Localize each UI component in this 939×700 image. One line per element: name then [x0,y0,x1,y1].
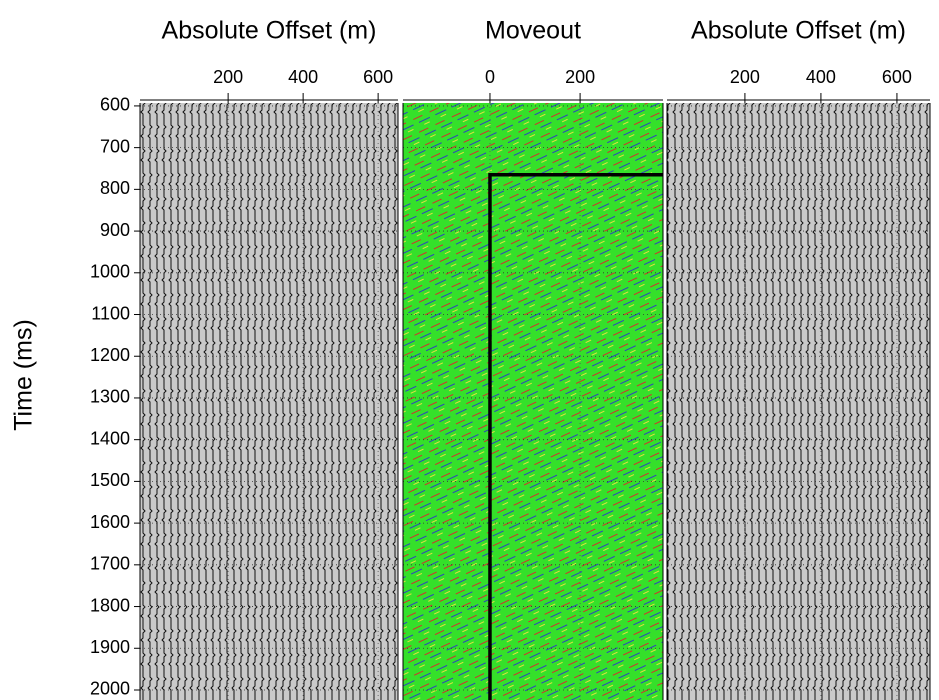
y-tick-label: 900 [100,220,130,240]
y-tick-label: 1700 [90,554,130,574]
y-tick-label: 1800 [90,595,130,615]
y-tick-label: 1100 [91,303,130,323]
moveout-line [488,173,663,700]
panel-title: Absolute Offset (m) [162,17,377,45]
y-tick-label: 800 [100,178,130,198]
y-tick-label: 1900 [90,637,130,657]
y-tick-label: 1500 [90,470,130,490]
plots: Absolute Offset (m) Time (ms) 200 400 600 600… [10,17,931,700]
y-tick-label: 1400 [90,428,130,448]
y-tick-label: 1300 [90,387,130,407]
y-tick-label: 2000 [90,679,130,699]
panel-title: Absolute Offset (m) [691,17,906,45]
x-tick-label: 0 [485,67,495,87]
x-tick-label: 400 [288,67,318,87]
x-tick-label: 600 [882,67,912,87]
panel-title: Moveout [485,17,581,45]
x-tick-label: 200 [213,67,243,87]
y-tick-label: 700 [100,136,130,156]
y-tick-label: 600 [100,95,130,115]
x-tick-label: 200 [730,67,760,87]
panel-image [403,103,663,700]
x-tick-label: 200 [565,67,595,87]
x-tick-label: 400 [806,67,836,87]
panel-image [667,103,930,700]
y-tick-label: 1000 [90,262,130,282]
y-axis-label: Time (ms) [10,319,38,431]
x-tick-label: 600 [363,67,393,87]
panel-image [140,103,398,700]
y-tick-label: 1200 [90,345,130,365]
y-tick-label: 1600 [90,512,130,532]
